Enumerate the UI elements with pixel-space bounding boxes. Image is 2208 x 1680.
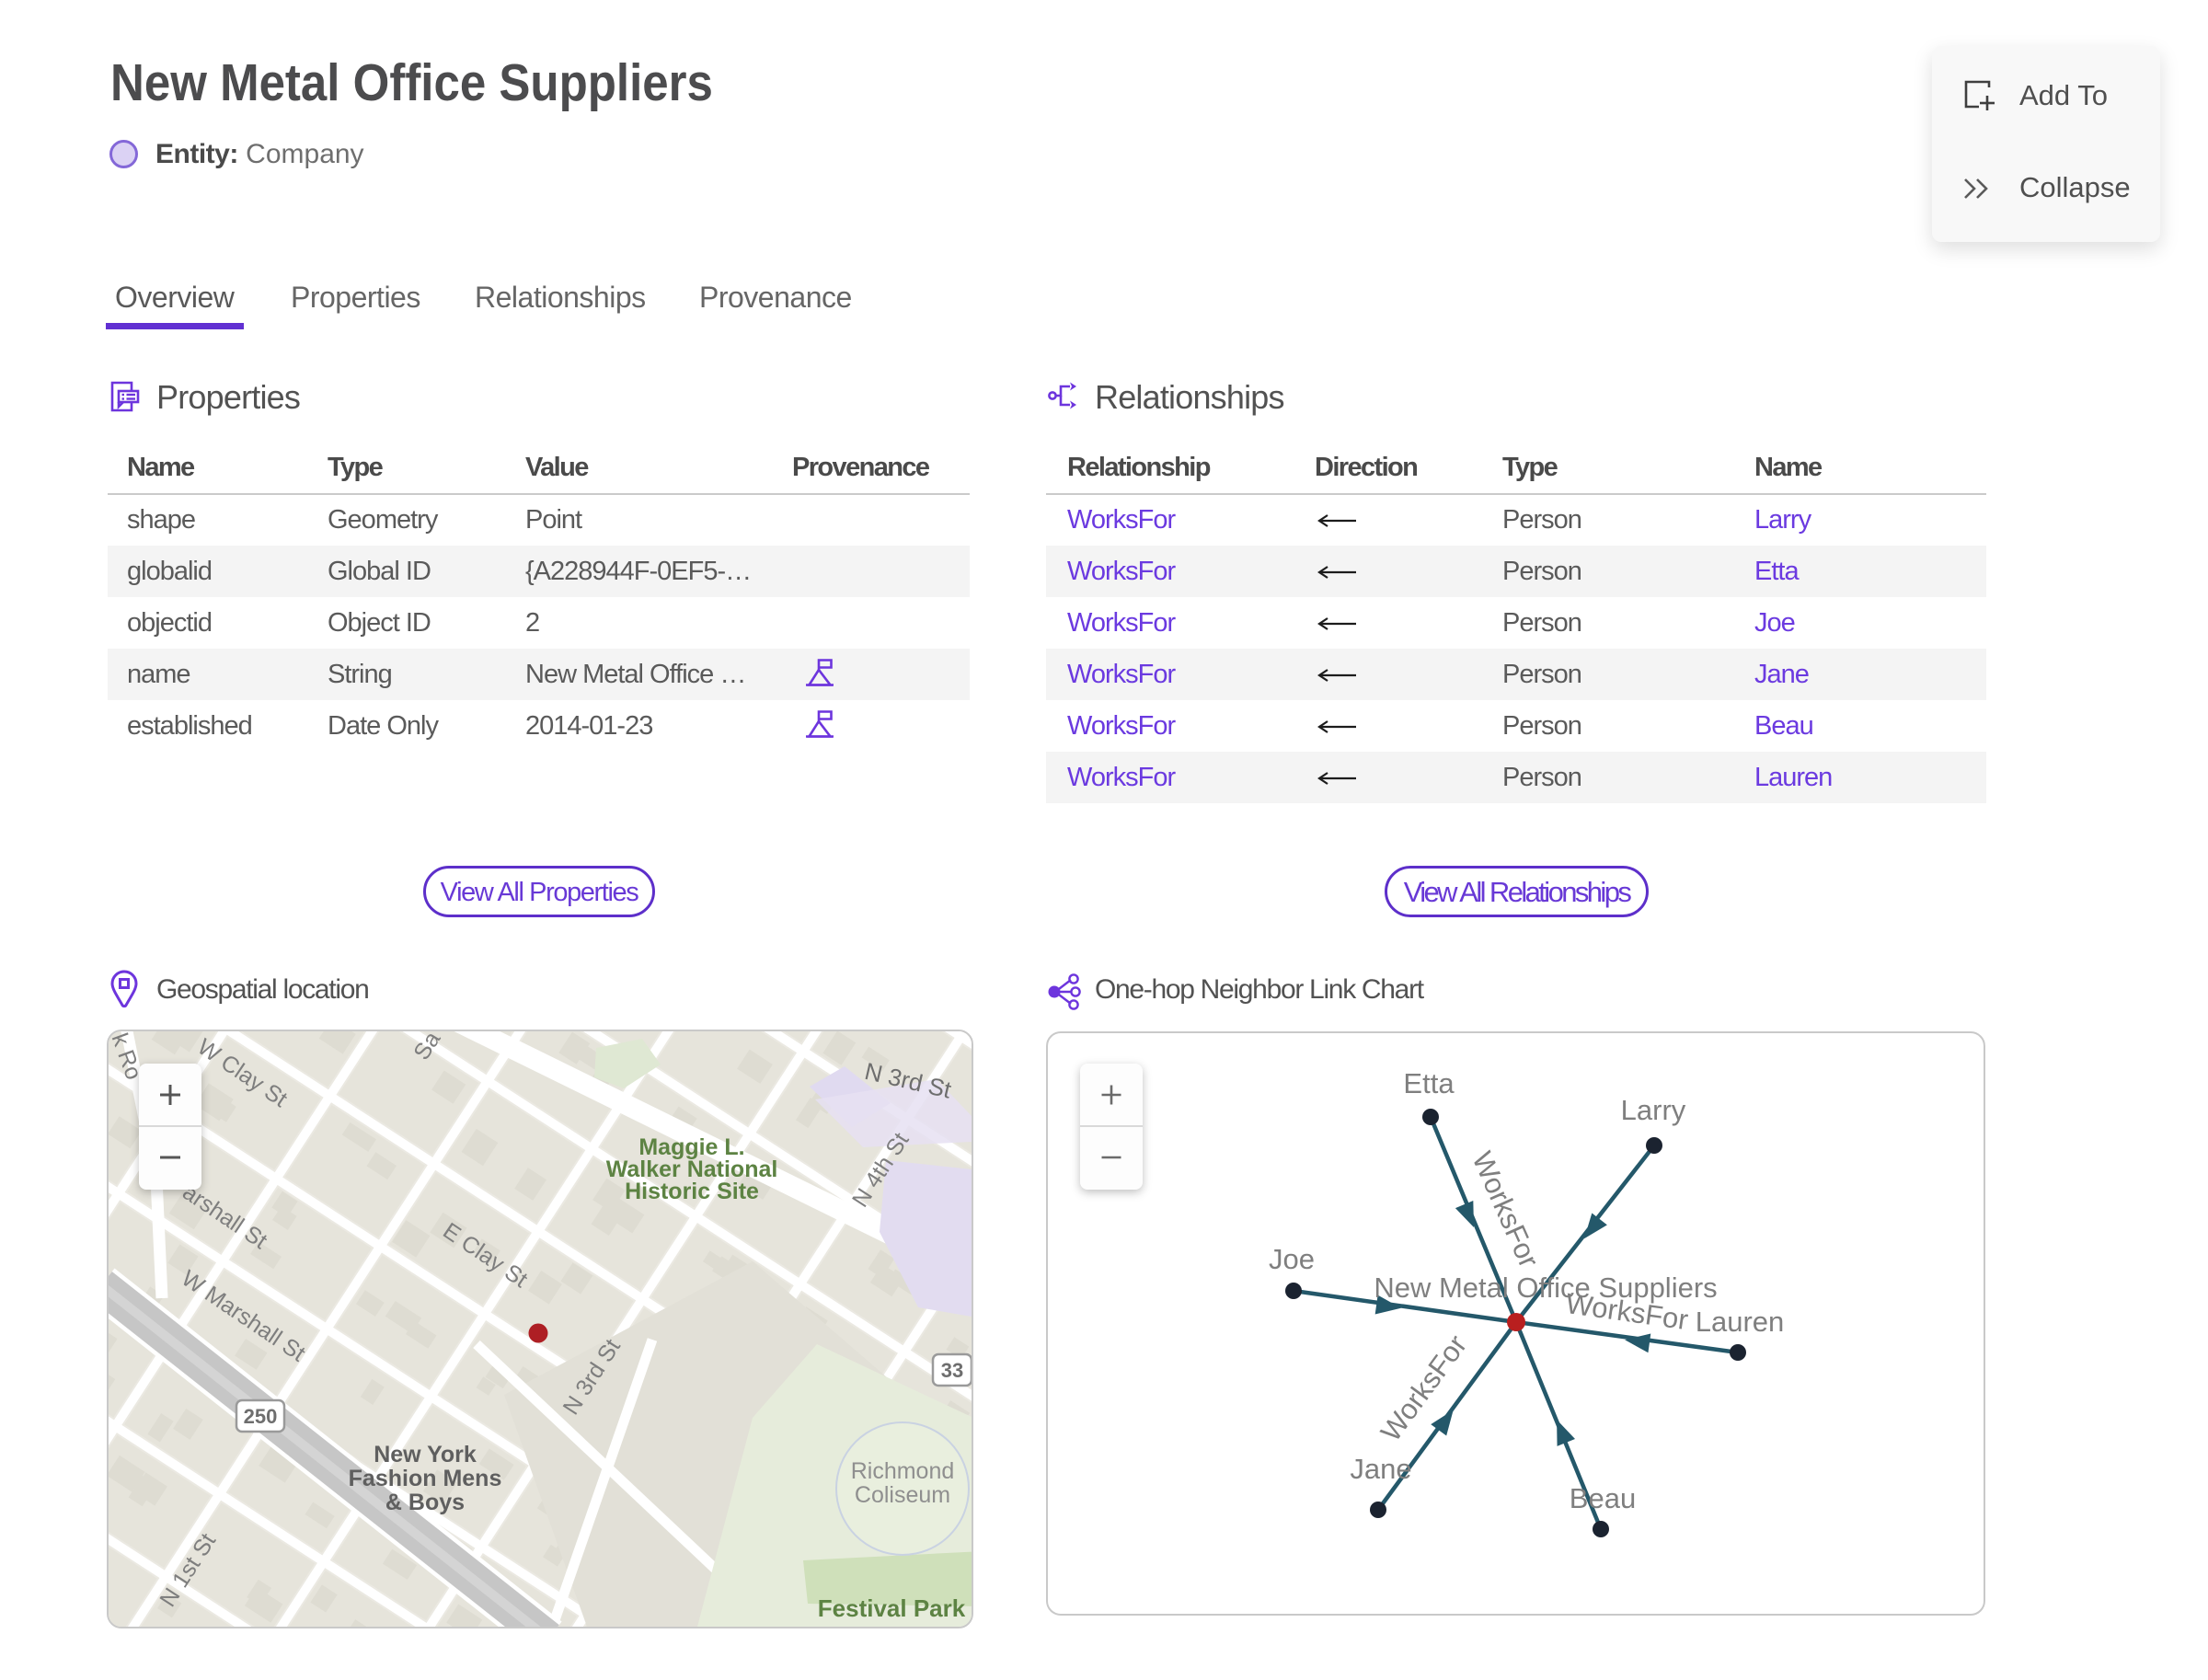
svg-text:WorksFor: WorksFor	[1466, 1147, 1545, 1272]
svg-text:Joe: Joe	[1269, 1243, 1315, 1275]
svg-text:33: 33	[941, 1359, 963, 1382]
svg-text:New York: New York	[374, 1442, 477, 1467]
svg-text:New Metal Office Suppliers: New Metal Office Suppliers	[1374, 1272, 1717, 1304]
svg-text:& Boys: & Boys	[385, 1490, 465, 1515]
svg-text:Larry: Larry	[1621, 1094, 1686, 1126]
svg-text:250: 250	[244, 1405, 278, 1428]
svg-text:Historic Site: Historic Site	[625, 1179, 759, 1204]
svg-text:Coliseum: Coliseum	[855, 1482, 950, 1508]
svg-text:Walker National: Walker National	[606, 1156, 778, 1182]
svg-text:Festival Park: Festival Park	[818, 1594, 966, 1622]
svg-text:Richmond: Richmond	[851, 1458, 955, 1484]
svg-text:Etta: Etta	[1403, 1067, 1455, 1099]
svg-text:Maggie L.: Maggie L.	[638, 1134, 744, 1160]
svg-text:Jane: Jane	[1350, 1453, 1411, 1485]
svg-text:Lauren: Lauren	[1696, 1306, 1785, 1338]
svg-text:Beau: Beau	[1570, 1482, 1636, 1514]
svg-text:Fashion Mens: Fashion Mens	[349, 1466, 502, 1491]
svg-text:WorksFor: WorksFor	[1374, 1329, 1473, 1448]
